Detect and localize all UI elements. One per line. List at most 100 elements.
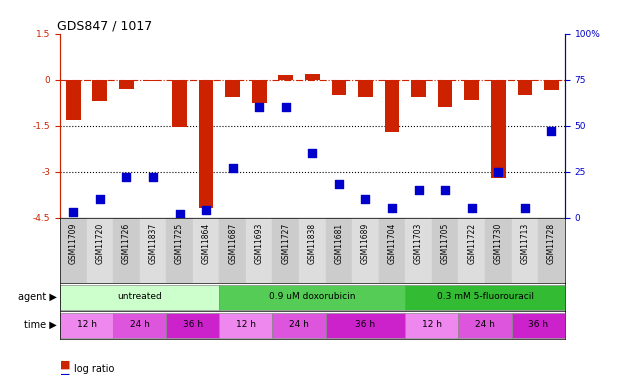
Text: untreated: untreated — [117, 292, 162, 301]
Bar — [193, 217, 220, 283]
Bar — [86, 217, 113, 283]
Bar — [517, 80, 532, 95]
Bar — [405, 313, 459, 338]
Bar — [405, 285, 565, 310]
Text: GSM11722: GSM11722 — [468, 223, 476, 264]
Text: GSM11730: GSM11730 — [494, 223, 503, 264]
Bar — [146, 80, 160, 81]
Bar — [119, 80, 134, 89]
Point — [254, 104, 264, 110]
Bar — [305, 74, 320, 80]
Bar — [93, 80, 107, 101]
Point — [148, 174, 158, 180]
Text: 0.9 uM doxorubicin: 0.9 uM doxorubicin — [269, 292, 356, 301]
Bar — [538, 217, 565, 283]
Text: GSM11728: GSM11728 — [547, 223, 556, 264]
Bar — [512, 313, 565, 338]
Bar — [512, 217, 538, 283]
Bar — [166, 217, 193, 283]
Text: 12 h: 12 h — [236, 320, 256, 329]
Text: GSM11713: GSM11713 — [521, 223, 529, 264]
Point — [413, 187, 423, 193]
Bar — [60, 285, 220, 310]
Text: 24 h: 24 h — [130, 320, 150, 329]
Bar — [139, 217, 166, 283]
Bar — [332, 80, 346, 95]
Bar — [485, 217, 512, 283]
Bar — [113, 217, 139, 283]
Text: GSM11709: GSM11709 — [69, 223, 78, 264]
Point — [201, 207, 211, 213]
Bar — [172, 80, 187, 127]
Text: log ratio: log ratio — [74, 364, 114, 374]
Text: GSM11705: GSM11705 — [440, 223, 450, 264]
Bar — [66, 80, 81, 120]
Text: GSM11687: GSM11687 — [228, 223, 237, 264]
Bar — [352, 217, 379, 283]
Text: 24 h: 24 h — [289, 320, 309, 329]
Bar — [459, 217, 485, 283]
Point — [334, 182, 344, 188]
Bar — [299, 217, 326, 283]
Text: ■: ■ — [60, 373, 74, 375]
Bar — [379, 217, 405, 283]
Point — [360, 196, 370, 202]
Bar — [358, 80, 373, 96]
Text: 0.3 mM 5-fluorouracil: 0.3 mM 5-fluorouracil — [437, 292, 534, 301]
Bar — [326, 217, 352, 283]
Point — [281, 104, 291, 110]
Bar — [246, 217, 273, 283]
Bar — [252, 80, 266, 103]
Point — [493, 169, 504, 175]
Text: GSM11864: GSM11864 — [201, 223, 211, 264]
Bar — [411, 80, 426, 96]
Bar — [199, 80, 213, 209]
Point — [95, 196, 105, 202]
Bar — [438, 80, 452, 107]
Point — [121, 174, 131, 180]
Text: 12 h: 12 h — [76, 320, 97, 329]
Bar — [220, 217, 246, 283]
Point — [440, 187, 451, 193]
Bar — [220, 285, 405, 310]
Bar — [273, 313, 326, 338]
Bar — [60, 217, 86, 283]
Bar — [273, 217, 299, 283]
Text: GSM11703: GSM11703 — [414, 223, 423, 264]
Point — [546, 128, 557, 134]
Text: 36 h: 36 h — [528, 320, 548, 329]
Text: 24 h: 24 h — [475, 320, 495, 329]
Bar — [326, 313, 405, 338]
Text: 36 h: 36 h — [183, 320, 203, 329]
Text: GSM11704: GSM11704 — [387, 223, 396, 264]
Bar — [464, 80, 479, 100]
Bar — [220, 313, 273, 338]
Text: GSM11720: GSM11720 — [95, 223, 104, 264]
Text: GSM11681: GSM11681 — [334, 223, 343, 264]
Text: GDS847 / 1017: GDS847 / 1017 — [57, 20, 153, 33]
Text: agent ▶: agent ▶ — [18, 292, 57, 302]
Text: GSM11693: GSM11693 — [255, 223, 264, 264]
Text: ■: ■ — [60, 360, 74, 369]
Text: GSM11726: GSM11726 — [122, 223, 131, 264]
Bar — [278, 75, 293, 80]
Text: GSM11837: GSM11837 — [148, 223, 157, 264]
Point — [387, 206, 397, 212]
Text: 36 h: 36 h — [355, 320, 375, 329]
Text: GSM11727: GSM11727 — [281, 223, 290, 264]
Point — [307, 150, 317, 156]
Text: time ▶: time ▶ — [24, 320, 57, 330]
Text: GSM11689: GSM11689 — [361, 223, 370, 264]
Point — [174, 211, 184, 217]
Bar — [491, 80, 505, 178]
Bar — [459, 313, 512, 338]
Point — [228, 165, 238, 171]
Point — [467, 206, 477, 212]
Bar — [405, 217, 432, 283]
Text: GSM11838: GSM11838 — [308, 223, 317, 264]
Point — [520, 206, 530, 212]
Text: 12 h: 12 h — [422, 320, 442, 329]
Bar — [225, 80, 240, 96]
Bar — [432, 217, 459, 283]
Bar — [385, 80, 399, 132]
